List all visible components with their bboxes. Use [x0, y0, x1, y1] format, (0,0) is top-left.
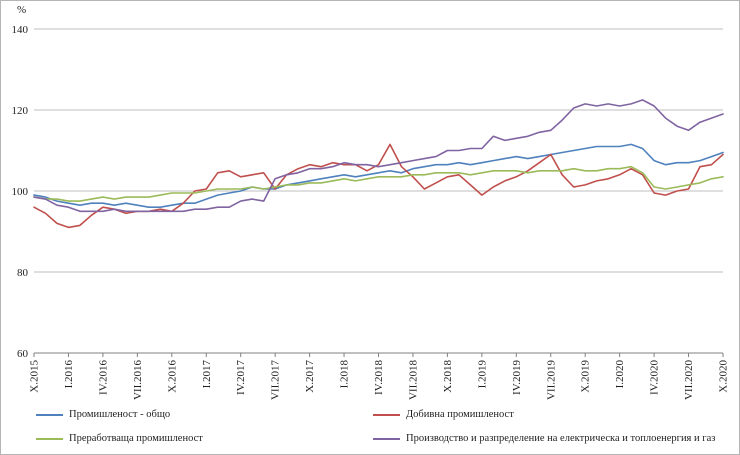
- svg-text:I.2018: I.2018: [339, 360, 351, 389]
- svg-text:VII.2017: VII.2017: [270, 360, 282, 401]
- y-axis-unit-label: %: [17, 4, 27, 16]
- svg-text:140: 140: [12, 24, 29, 36]
- legend-line-swatch-purple: [373, 437, 400, 440]
- svg-text:I.2017: I.2017: [201, 360, 213, 389]
- legend-item-electricity-gas: Производство и разпределение на електрич…: [373, 433, 715, 444]
- legend-item-mining: Добивна промишленост: [373, 409, 514, 420]
- svg-text:VII.2016: VII.2016: [132, 360, 144, 401]
- svg-text:X.2016: X.2016: [166, 360, 178, 393]
- legend-line-swatch-blue: [36, 413, 63, 416]
- legend-label: Добивна промишленост: [406, 409, 514, 420]
- svg-text:X.2020: X.2020: [718, 360, 730, 393]
- svg-text:100: 100: [12, 186, 29, 198]
- svg-text:I.2016: I.2016: [63, 360, 75, 389]
- svg-text:80: 80: [17, 267, 29, 279]
- svg-text:IV.2018: IV.2018: [373, 360, 385, 395]
- legend-item-manufacturing: Преработваща промишленост: [36, 433, 203, 444]
- svg-text:X.2015: X.2015: [29, 360, 41, 393]
- svg-text:I.2019: I.2019: [476, 360, 488, 389]
- legend-item-industry-total: Промишленост - общо: [36, 409, 170, 420]
- legend-label: Производство и разпределение на електрич…: [406, 433, 716, 444]
- legend-line-swatch-red: [373, 413, 400, 416]
- svg-text:X.2018: X.2018: [442, 360, 454, 393]
- legend-label: Преработваща промишленост: [69, 433, 203, 444]
- legend-line-swatch-green: [36, 437, 63, 440]
- svg-text:I.2020: I.2020: [614, 360, 626, 389]
- svg-text:VII.2019: VII.2019: [545, 360, 557, 401]
- legend-label: Промишленост - общо: [69, 409, 171, 420]
- svg-text:IV.2017: IV.2017: [235, 360, 247, 395]
- svg-text:X.2017: X.2017: [304, 360, 316, 393]
- svg-text:60: 60: [17, 348, 29, 360]
- svg-text:IV.2020: IV.2020: [649, 360, 661, 395]
- svg-text:IV.2016: IV.2016: [97, 360, 109, 395]
- svg-text:VII.2018: VII.2018: [407, 360, 419, 401]
- svg-text:VII.2020: VII.2020: [683, 360, 695, 401]
- svg-text:120: 120: [12, 105, 29, 117]
- svg-text:IV.2019: IV.2019: [511, 360, 523, 395]
- svg-text:X.2019: X.2019: [580, 360, 592, 393]
- line-chart-plot: 60 80 100 120 140 X.2015 I.2016 IV.2016 VII.2016…: [12, 24, 730, 401]
